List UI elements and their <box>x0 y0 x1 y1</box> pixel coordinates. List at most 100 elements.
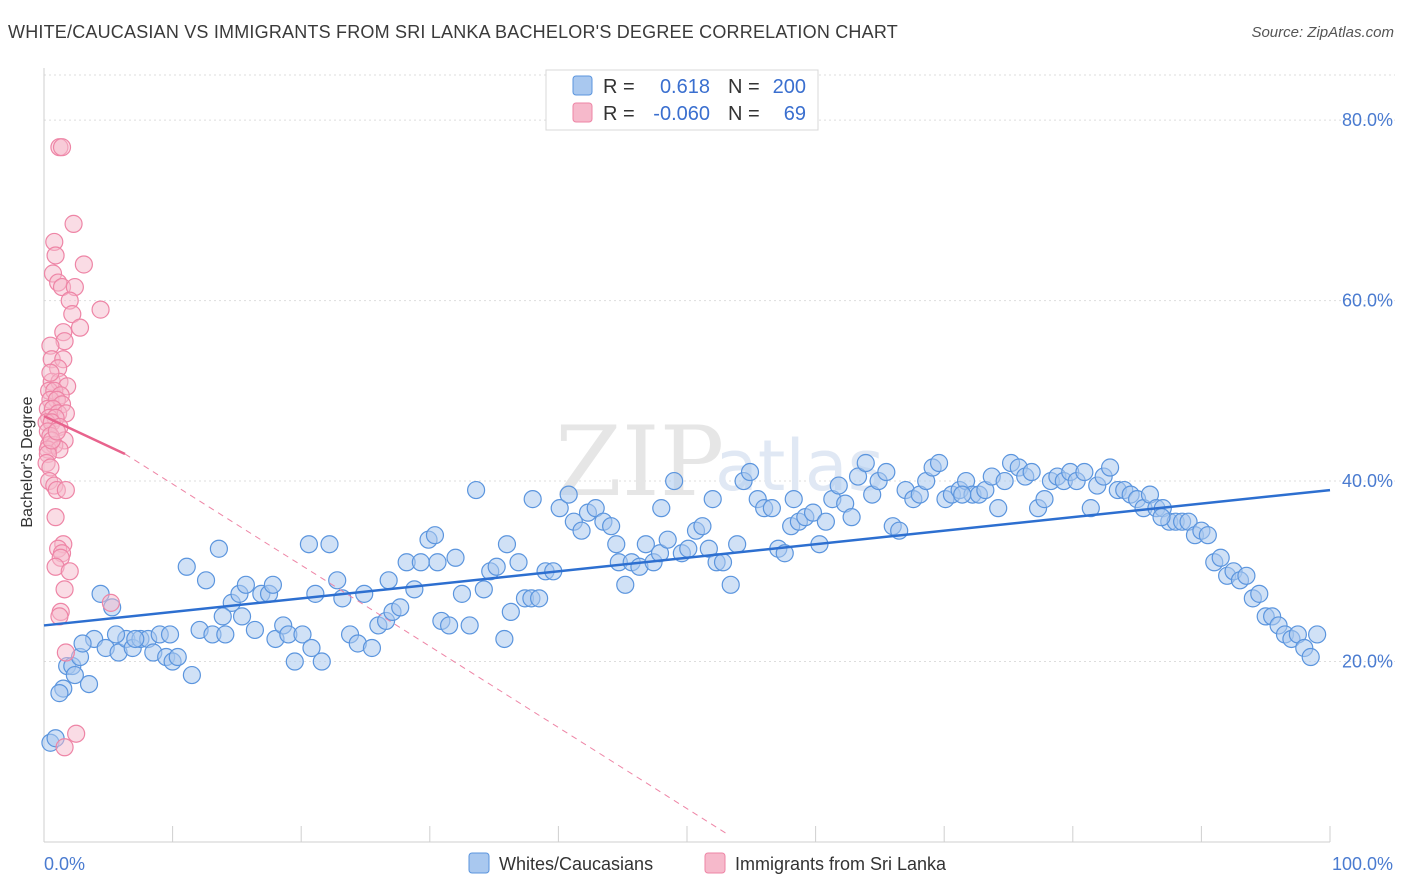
whites-point-98 <box>713 553 733 572</box>
whites-point-20 <box>168 647 187 667</box>
y-tick-label-3: 80.0% <box>1342 110 1393 130</box>
sri-lanka-point-13 <box>70 318 90 337</box>
whites-point-144 <box>1022 462 1041 482</box>
sri-lanka-trend-line <box>43 414 126 456</box>
legend-r-value-2: -0.060 <box>653 103 710 125</box>
whites-point-146 <box>1035 490 1054 509</box>
whites-point-40 <box>306 584 325 603</box>
legend-r-label-2: R = <box>603 103 635 125</box>
x-tick-min: 0.0% <box>44 854 85 874</box>
stats-legend: R = 0.618 N = 200 R = -0.060 N = 69 <box>545 69 819 131</box>
sri-lanka-point-64 <box>67 724 86 743</box>
whites-point-62 <box>460 616 479 635</box>
whites-point-200 <box>160 625 180 644</box>
whites-point-26 <box>209 539 228 558</box>
whites-point-54 <box>405 580 424 599</box>
whites-point-206 <box>784 490 803 509</box>
whites-point-119 <box>856 453 875 473</box>
whites-point-198 <box>232 607 252 626</box>
whites-point-38 <box>293 625 312 644</box>
whites-point-111 <box>803 503 823 522</box>
whites-point-63 <box>466 480 486 500</box>
whites-point-93 <box>679 539 698 558</box>
whites-point-207 <box>953 485 972 504</box>
y-axis-label: Bachelor's Degree <box>19 396 36 527</box>
whites-point-204 <box>65 665 84 685</box>
whites-point-203 <box>73 634 92 653</box>
sri-lanka-point-52 <box>46 508 65 527</box>
sri-lanka-point-60 <box>101 593 120 612</box>
whites-point-42 <box>320 535 339 554</box>
whites-point-156 <box>1100 458 1120 477</box>
whites-point-66 <box>487 557 506 576</box>
legend-r-label-1: R = <box>603 76 635 98</box>
whites-point-68 <box>501 602 520 622</box>
whites-point-87 <box>636 535 655 554</box>
whites-point-201 <box>126 629 145 649</box>
whites-point-80 <box>586 499 605 518</box>
whites-point-21 <box>177 557 196 576</box>
whites-point-59 <box>439 616 459 635</box>
sri-lanka-point-2 <box>64 214 83 233</box>
legend-sri-lanka-label: Immigrants from Sri Lanka <box>735 854 947 874</box>
whites-point-113 <box>816 512 835 531</box>
whites-point-173 <box>1211 548 1230 567</box>
whites-point-99 <box>721 575 740 594</box>
whites-point-102 <box>740 462 760 482</box>
legend-n-label-2: N = <box>728 103 760 125</box>
whites-point-193 <box>497 535 517 554</box>
whites-point-30 <box>236 575 256 594</box>
whites-point-91 <box>665 471 684 491</box>
whites-point-48 <box>362 638 382 658</box>
sri-lanka-trend-extension <box>124 453 726 834</box>
whites-point-179 <box>1250 584 1269 603</box>
whites-point-195 <box>379 571 398 590</box>
whites-point-41 <box>312 652 331 671</box>
whites-point-95 <box>693 517 712 536</box>
whites-point-76 <box>559 485 578 504</box>
legend-swatch-pink <box>572 102 593 123</box>
legend-whites-label: Whites/Caucasians <box>499 854 653 874</box>
source-credit: Source: ZipAtlas.com <box>1251 24 1394 41</box>
whites-point-117 <box>842 508 861 527</box>
whites-point-6 <box>79 674 99 694</box>
sri-lanka-point-51 <box>56 480 75 500</box>
whites-point-78 <box>572 521 591 540</box>
whites-point-122 <box>877 462 896 482</box>
whites-point-60 <box>446 548 465 567</box>
whites-point-72 <box>530 589 549 608</box>
trend-lines <box>43 414 1331 834</box>
whites-point-188 <box>1308 625 1327 644</box>
whites-point-64 <box>474 580 493 599</box>
grid-lines <box>44 74 1395 663</box>
series-sri-lanka-points <box>37 138 120 757</box>
sri-lanka-point-12 <box>63 305 82 324</box>
whites-point-202 <box>106 625 126 644</box>
whites-point-90 <box>658 530 677 549</box>
whites-point-82 <box>602 517 621 536</box>
whites-point-196 <box>302 638 321 658</box>
whites-point-47 <box>355 584 374 603</box>
whites-point-105 <box>762 499 781 518</box>
whites-point-52 <box>391 598 410 617</box>
whites-point-43 <box>328 571 347 590</box>
sri-lanka-point-58 <box>60 562 79 581</box>
whites-point-39 <box>299 535 319 554</box>
whites-point-177 <box>1237 566 1256 585</box>
whites-point-24 <box>196 571 216 590</box>
y-tick-labels: 20.0% 40.0% 60.0% 80.0% <box>1342 110 1393 671</box>
legend-sri-lanka-swatch <box>704 852 726 874</box>
whites-point-31 <box>245 620 265 640</box>
whites-point-84 <box>616 575 635 594</box>
whites-point-192 <box>523 490 542 509</box>
whites-point-153 <box>1081 499 1100 518</box>
whites-point-140 <box>995 471 1014 491</box>
sri-lanka-point-11 <box>91 300 110 319</box>
x-tick-max: 100.0% <box>1332 854 1393 874</box>
whites-point-208 <box>1152 508 1171 527</box>
legend-whites-swatch <box>468 852 490 874</box>
whites-point-115 <box>829 476 848 495</box>
whites-trend-line <box>43 488 1331 627</box>
whites-point-194 <box>428 553 447 572</box>
sri-lanka-point-4 <box>46 246 65 265</box>
